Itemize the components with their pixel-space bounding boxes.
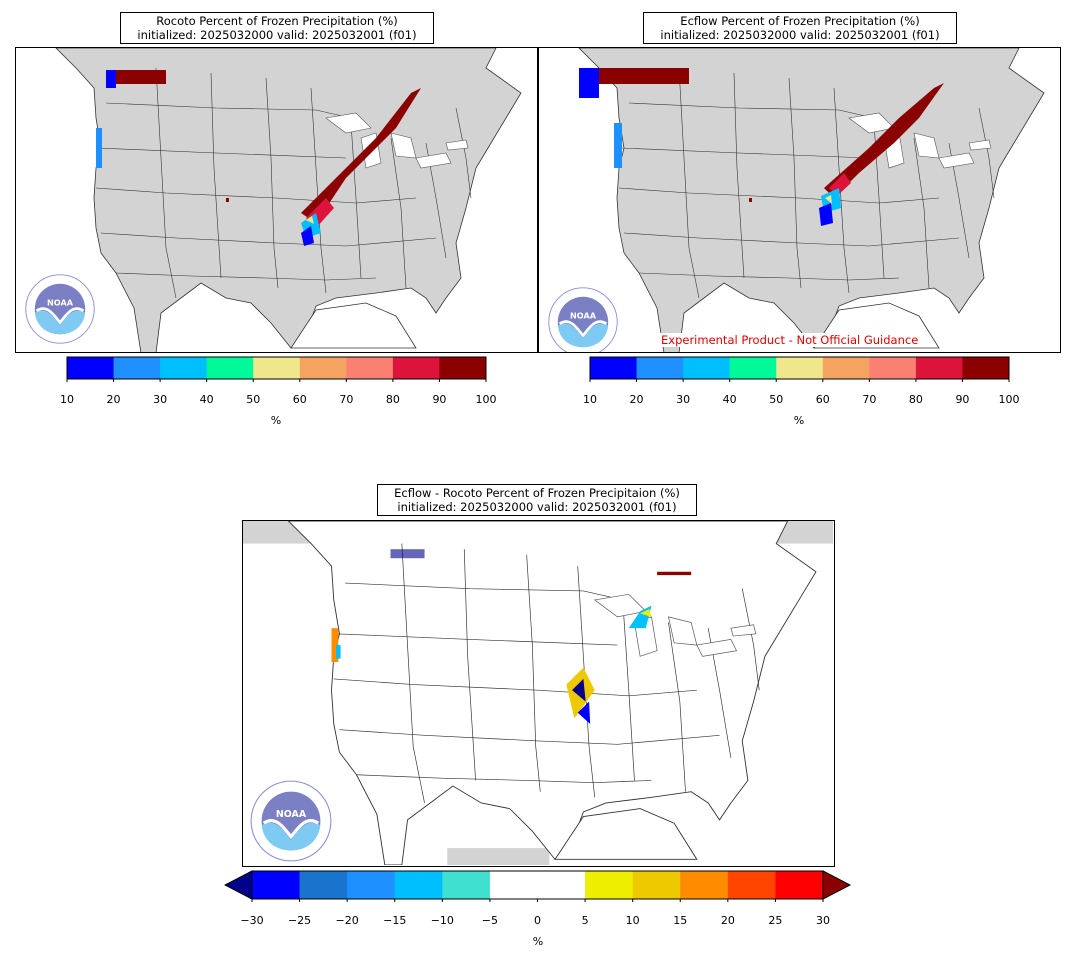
colorbar-segment [253, 357, 301, 379]
colorbar-tick-label: 90 [955, 393, 970, 406]
panel2-colorbar-unit: % [793, 414, 805, 427]
colorbar-segment [442, 871, 491, 899]
panel3-title: Ecflow - Rocoto Percent of Frozen Precip… [377, 484, 697, 516]
colorbar-under-arrow [223, 870, 253, 900]
panel2-map: Experimental Product - Not Official Guid… [538, 47, 1061, 353]
experimental-warning: Experimental Product - Not Official Guid… [659, 333, 921, 347]
colorbar-segment [347, 871, 396, 899]
panel1-map [15, 47, 538, 353]
colorbar-tick-label: 90 [432, 393, 447, 406]
colorbar-segment [590, 357, 638, 379]
colorbar-segment [489, 871, 538, 899]
colorbar-tick-label: 60 [292, 393, 307, 406]
colorbar-segment [394, 871, 443, 899]
colorbar-segment [299, 871, 348, 899]
noaa-logo [249, 779, 333, 863]
colorbar-segment [206, 357, 254, 379]
colorbar-tick-label: 20 [106, 393, 121, 406]
panel3-colorbar-unit: % [532, 935, 544, 948]
panel2-precip-field [579, 68, 944, 226]
colorbar-segment [729, 357, 777, 379]
colorbar-tick-label: −10 [430, 914, 454, 927]
panel1-map-svg [55, 48, 522, 352]
noaa-logo [24, 273, 96, 345]
colorbar-tick-label: 10 [60, 393, 74, 406]
colorbar-tick-label: 60 [815, 393, 830, 406]
panel2-colorbar-bar [589, 356, 1010, 382]
panel1-title: Rocoto Percent of Frozen Precipitation (… [120, 12, 434, 44]
colorbar-tick-label: 50 [769, 393, 784, 406]
colorbar-tick-label: 30 [676, 393, 691, 406]
colorbar-segment [915, 357, 963, 379]
colorbar-tick-label: 0 [534, 914, 541, 927]
panel3-map-svg [243, 521, 833, 865]
colorbar-segment [683, 357, 731, 379]
colorbar-tick-label: 70 [862, 393, 877, 406]
colorbar-segment [775, 871, 824, 899]
colorbar-tick-label: 20 [720, 914, 735, 927]
panel1-precip-field [96, 70, 421, 246]
colorbar-tick-label: 100 [475, 393, 497, 406]
panel3-title-line2: initialized: 2025032000 valid: 202503200… [397, 500, 677, 514]
colorbar-segment [962, 357, 1010, 379]
colorbar-segment [299, 357, 347, 379]
colorbar-segment [822, 357, 870, 379]
colorbar-over-arrow [822, 870, 852, 900]
colorbar-segment [636, 357, 684, 379]
colorbar-segment [439, 357, 487, 379]
colorbar-tick-label: −20 [335, 914, 359, 927]
colorbar-segment [585, 871, 634, 899]
colorbar-frame [589, 356, 1010, 380]
colorbar-segment [680, 871, 729, 899]
colorbar-tick-label: 80 [385, 393, 400, 406]
colorbar-segment [113, 357, 161, 379]
colorbar-tick-label: 25 [768, 914, 783, 927]
panel1-title-line1: Rocoto Percent of Frozen Precipitation (… [156, 14, 398, 28]
colorbar-tick-label: 30 [816, 914, 830, 927]
colorbar-tick-label: −15 [383, 914, 407, 927]
colorbar-segment [160, 357, 208, 379]
colorbar-tick-label: 10 [583, 393, 597, 406]
colorbar-segment [776, 357, 824, 379]
colorbar-tick-label: 40 [722, 393, 737, 406]
colorbar-tick-label: 5 [581, 914, 589, 927]
colorbar-segment [392, 357, 440, 379]
panel2-map-svg [578, 48, 1045, 352]
colorbar-tick-label: 20 [629, 393, 644, 406]
noaa-logo [547, 286, 619, 353]
colorbar-frame [66, 356, 487, 380]
panel3-diff-field [331, 549, 692, 725]
colorbar-segment [252, 871, 301, 899]
colorbar-tick-label: 100 [998, 393, 1020, 406]
panel2-title: Ecflow Percent of Frozen Precipitation (… [643, 12, 957, 44]
panel3-map [242, 520, 835, 867]
colorbar-tick-label: −5 [481, 914, 499, 927]
colorbar-tick-label: 50 [246, 393, 261, 406]
colorbar-segment [67, 357, 115, 379]
panel3-title-line1: Ecflow - Rocoto Percent of Frozen Precip… [394, 486, 680, 500]
colorbar-segment [346, 357, 394, 379]
panel1-title-line2: initialized: 2025032000 valid: 202503200… [137, 28, 417, 42]
colorbar-tick-label: 30 [153, 393, 168, 406]
colorbar-tick-label: 15 [673, 914, 688, 927]
panel3-colorbar-bar [223, 870, 852, 902]
panel2-title-line1: Ecflow Percent of Frozen Precipitation (… [680, 14, 920, 28]
colorbar-segment [727, 871, 776, 899]
colorbar-segment [537, 871, 586, 899]
colorbar-tick-label: 10 [625, 914, 640, 927]
panel1-colorbar [66, 356, 487, 387]
panel1-colorbar-unit: % [270, 414, 282, 427]
colorbar-tick-label: −25 [287, 914, 312, 927]
colorbar-segment [869, 357, 917, 379]
colorbar-tick-label: 40 [199, 393, 214, 406]
colorbar-tick-label: −30 [240, 914, 264, 927]
colorbar-segment [632, 871, 681, 899]
colorbar-tick-label: 70 [339, 393, 354, 406]
colorbar-tick-label: 80 [908, 393, 923, 406]
panel3-colorbar [223, 870, 852, 907]
panel1-colorbar-bar [66, 356, 487, 382]
panel2-title-line2: initialized: 2025032000 valid: 202503200… [660, 28, 940, 42]
panel2-colorbar [589, 356, 1010, 387]
